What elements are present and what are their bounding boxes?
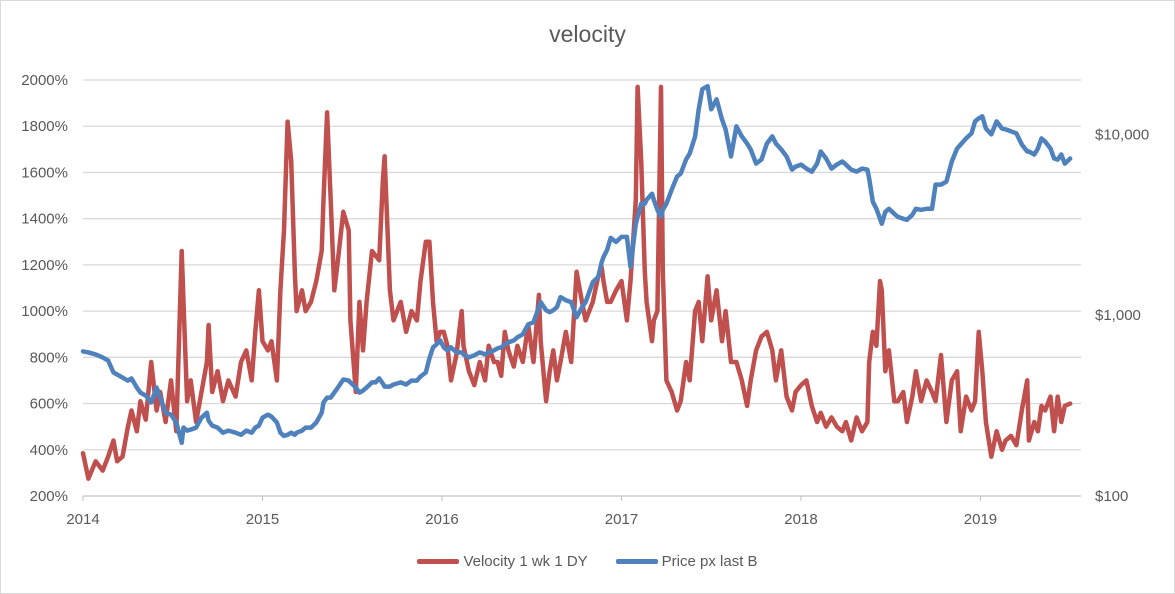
y-tick-label: 1600% [21, 164, 68, 181]
y-tick-label: 1200% [21, 257, 68, 274]
gridlines [83, 79, 1081, 497]
series-lines [80, 83, 1073, 481]
y2-tick-label: $10,000 [1095, 126, 1149, 143]
x-tick-label: 2014 [66, 511, 99, 528]
x-tick-label: 2015 [246, 511, 279, 528]
y-tick-label: 400% [30, 442, 68, 459]
x-tick-label: 2017 [605, 511, 638, 528]
y-tick-label: 600% [30, 396, 68, 413]
y-tick-label: 1400% [21, 211, 68, 228]
y-tick-label: 200% [30, 488, 68, 505]
x-tick-label: 2019 [964, 511, 997, 528]
x-tick-label: 2016 [425, 511, 458, 528]
y-tick-label: 800% [30, 349, 68, 366]
legend-label-price: Price px last B [661, 553, 758, 570]
y2-tick-label: $100 [1095, 488, 1128, 505]
axes: 200% 400% 600% 800% 1000% 1200% 1400% 1600% 1800… [21, 72, 1149, 528]
x-tick-label: 2018 [784, 511, 817, 528]
legend: Velocity 1 wk 1 DY Price px last B [1, 553, 1174, 570]
y-tick-label: 1000% [21, 303, 68, 320]
legend-item-velocity: Velocity 1 wk 1 DY [417, 553, 588, 570]
y2-tick-label: $1,000 [1095, 307, 1141, 324]
series-line-velocity [80, 84, 1073, 481]
y-tick-label: 2000% [21, 72, 68, 89]
series-line-price [80, 83, 1073, 446]
legend-item-price: Price px last B [615, 553, 758, 570]
chart-title: velocity [549, 21, 626, 47]
legend-swatch-price [615, 559, 658, 564]
legend-label-velocity: Velocity 1 wk 1 DY [463, 553, 588, 570]
legend-swatch-velocity [417, 559, 460, 564]
y-tick-label: 1800% [21, 118, 68, 135]
